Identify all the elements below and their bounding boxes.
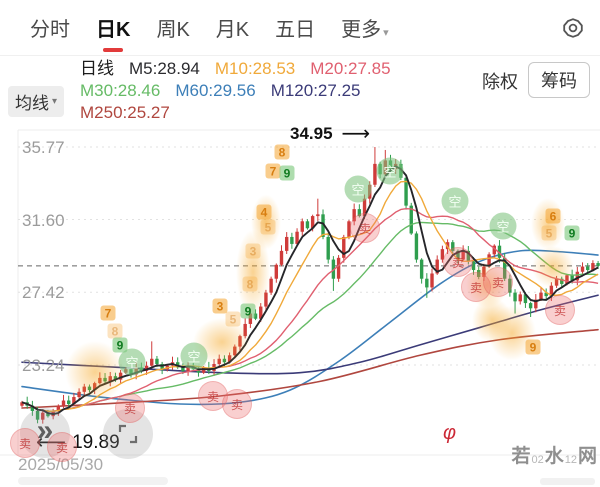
ma-legend-item: M10:28.53 bbox=[214, 59, 296, 78]
ma-settings-button[interactable]: 均线 ▾ bbox=[8, 86, 65, 117]
active-tab-underline bbox=[103, 48, 124, 52]
fast-forward-button[interactable]: » bbox=[20, 408, 70, 458]
fullscreen-button[interactable] bbox=[103, 409, 153, 459]
ma-legend-item: M250:25.27 bbox=[80, 103, 170, 122]
chevron-down-icon: ▾ bbox=[52, 96, 58, 107]
tab-more[interactable]: 更多 ▾ bbox=[341, 19, 389, 41]
ma-legend: 日线 M5:28.94 M10:28.53 M20:27.85 M30:28.46 M60… bbox=[80, 58, 470, 124]
ma-legend-item: M120:27.25 bbox=[270, 81, 361, 100]
period-tab-bar: 分时 日K 周K 月K 五日 更多 ▾ bbox=[0, 0, 600, 56]
tab-minute[interactable]: 分时 bbox=[30, 19, 70, 41]
tab-daily-k[interactable]: 日K bbox=[94, 5, 132, 52]
chips-distribution-button[interactable]: 筹码 bbox=[528, 62, 590, 98]
tab-monthly-k[interactable]: 月K bbox=[215, 19, 250, 41]
ma-settings-label: 均线 bbox=[15, 94, 49, 113]
expand-corners-icon bbox=[118, 424, 138, 444]
ma-legend-item: 日线 bbox=[80, 59, 114, 78]
tab-five-day[interactable]: 五日 bbox=[275, 19, 316, 41]
ma-legend-item: M60:29.56 bbox=[175, 81, 256, 100]
gear-icon[interactable] bbox=[560, 15, 586, 41]
ma-legend-item: M5:28.94 bbox=[129, 59, 200, 78]
exrights-toggle[interactable]: 除权 bbox=[482, 72, 518, 92]
double-chevron-right-icon: » bbox=[36, 414, 54, 447]
tab-weekly-k[interactable]: 周K bbox=[156, 19, 190, 41]
ma-legend-item: M30:28.46 bbox=[80, 81, 161, 100]
chevron-down-icon: ▾ bbox=[383, 27, 389, 39]
ma-legend-item: M20:27.85 bbox=[310, 59, 391, 78]
